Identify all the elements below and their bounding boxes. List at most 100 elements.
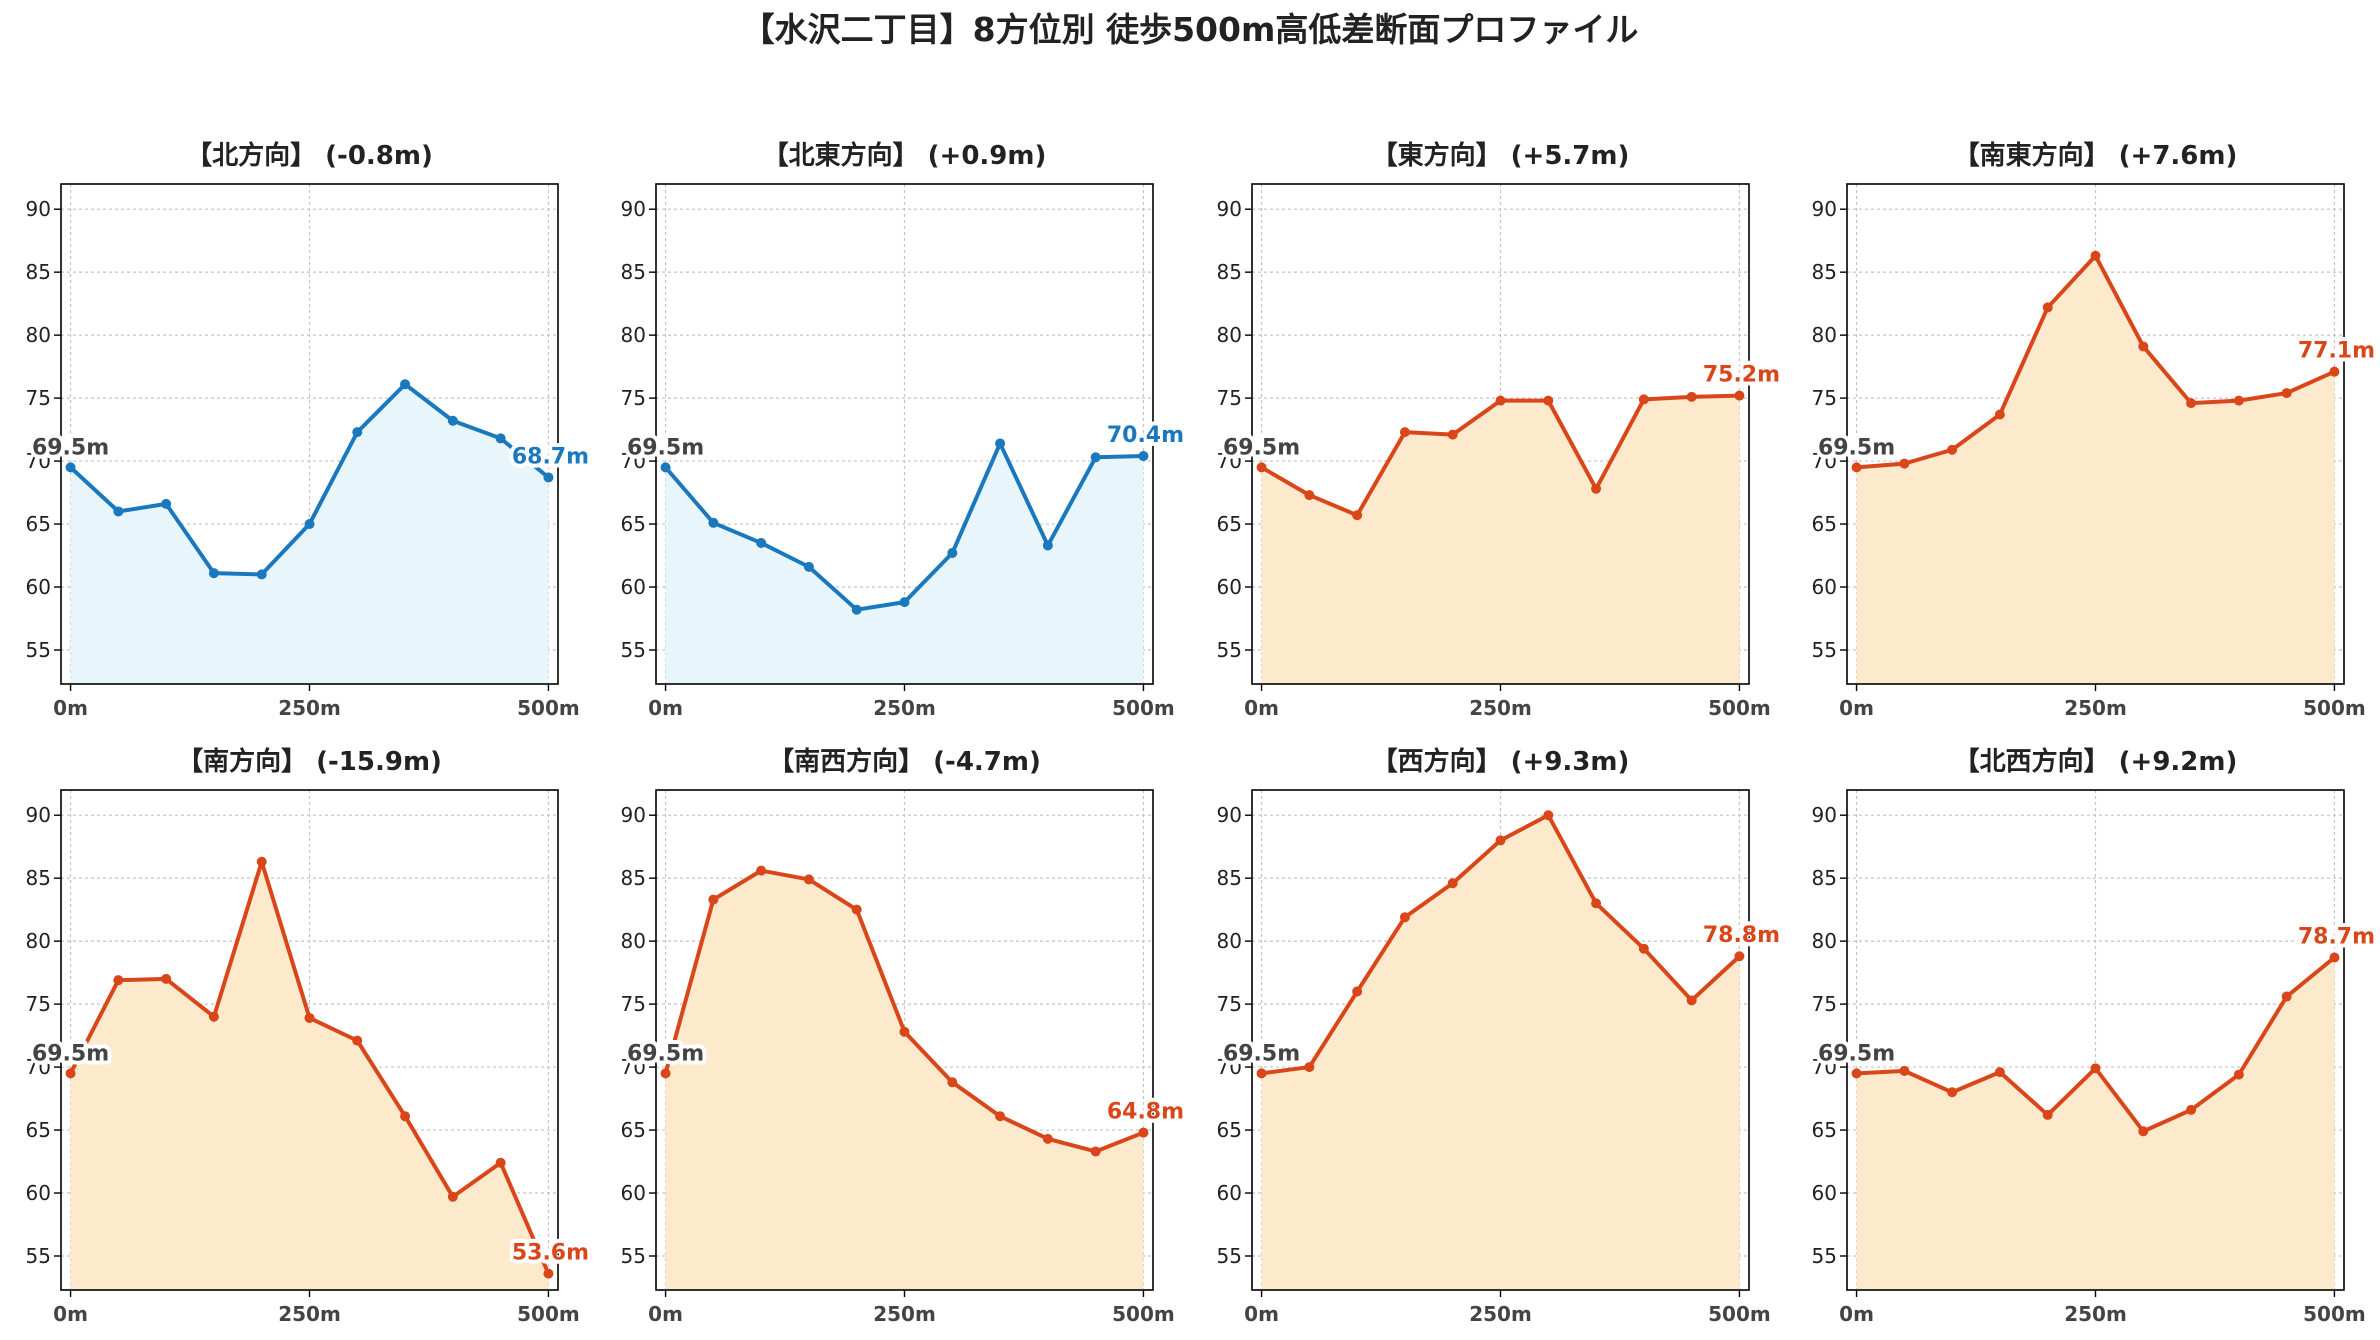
x-tick-label: 250m (873, 696, 936, 720)
data-point (1042, 540, 1053, 551)
data-point (1994, 409, 2005, 420)
y-tick-label: 90 (621, 197, 646, 221)
x-tick-label: 250m (1469, 696, 1532, 720)
data-point (113, 975, 124, 986)
data-point (447, 1191, 458, 1202)
area-fill (1261, 395, 1740, 684)
data-point (708, 517, 719, 528)
y-tick-label: 65 (1812, 1118, 1837, 1142)
data-point (304, 519, 315, 530)
data-point (495, 1157, 506, 1168)
data-point (2281, 991, 2292, 1002)
data-point (899, 1026, 910, 1037)
data-point (851, 904, 862, 915)
y-tick-label: 70 (621, 449, 646, 473)
start-value-label: 69.5m (1223, 435, 1300, 460)
data-point (1994, 1067, 2005, 1078)
data-point (2090, 1063, 2101, 1074)
data-point (2186, 398, 2197, 409)
y-tick-label: 85 (621, 866, 646, 890)
chart-title: 【西方向】 (+9.3m) (1372, 746, 1630, 777)
y-tick-label: 75 (1812, 386, 1837, 410)
y-tick-label: 90 (1217, 197, 1242, 221)
x-tick-label: 250m (2064, 696, 2127, 720)
area-fill (70, 384, 549, 684)
data-point (2042, 1109, 2053, 1120)
data-point (1638, 394, 1649, 405)
area-fill (70, 861, 549, 1290)
chart-panel: 【東方向】 (+5.7m) 55 60 65 70 75 80 85 90 0m 250m 500m 6… (1217, 140, 1785, 720)
area-fill (665, 443, 1144, 684)
y-tick-label: 55 (1217, 638, 1242, 662)
y-tick-label: 70 (1217, 1055, 1242, 1079)
area-fill (1856, 957, 2335, 1290)
data-point (1899, 458, 1910, 469)
x-tick-label: 250m (2064, 1302, 2127, 1326)
data-point (256, 569, 267, 580)
chart-panel: 【南西方向】 (-4.7m) 55 60 65 70 75 80 85 90 0m 250m 500m… (621, 746, 1189, 1326)
data-point (1851, 462, 1862, 473)
data-point (161, 973, 172, 984)
x-tick-label: 0m (53, 696, 88, 720)
y-tick-label: 75 (1217, 992, 1242, 1016)
data-point (1899, 1065, 1910, 1076)
data-point (208, 1011, 219, 1022)
data-point (1495, 395, 1506, 406)
y-tick-label: 75 (621, 992, 646, 1016)
end-value-label: 78.8m (1703, 923, 1780, 948)
data-point (2329, 952, 2340, 963)
y-tick-label: 70 (1812, 449, 1837, 473)
x-tick-label: 500m (2303, 696, 2366, 720)
y-tick-label: 70 (1217, 449, 1242, 473)
y-tick-label: 55 (1812, 638, 1837, 662)
data-point (2233, 1069, 2244, 1080)
data-point (1543, 810, 1554, 821)
end-value-label: 70.4m (1107, 423, 1184, 448)
start-value-label: 69.5m (1818, 435, 1895, 460)
y-tick-label: 75 (1812, 992, 1837, 1016)
x-tick-label: 250m (278, 1302, 341, 1326)
data-point (2138, 341, 2149, 352)
chart-title: 【北方向】 (-0.8m) (186, 140, 433, 171)
data-point (1256, 1068, 1267, 1079)
data-point (947, 548, 958, 559)
data-point (495, 433, 506, 444)
x-tick-label: 500m (1708, 1302, 1771, 1326)
data-point (1543, 395, 1554, 406)
data-point (995, 1111, 1006, 1122)
data-point (543, 472, 554, 483)
y-tick-label: 85 (621, 260, 646, 284)
data-point (1042, 1133, 1053, 1144)
data-point (1495, 835, 1506, 846)
chart-title: 【北西方向】 (+9.2m) (1954, 746, 2238, 777)
x-tick-label: 250m (1469, 1302, 1532, 1326)
data-point (1352, 986, 1363, 997)
data-point (1399, 912, 1410, 923)
x-tick-label: 500m (517, 696, 580, 720)
x-tick-label: 0m (1839, 696, 1874, 720)
data-point (708, 894, 719, 905)
y-tick-label: 60 (621, 575, 646, 599)
data-point (660, 1068, 671, 1079)
y-tick-label: 90 (1812, 803, 1837, 827)
x-tick-label: 0m (1244, 1302, 1279, 1326)
y-tick-label: 65 (1812, 512, 1837, 536)
data-point (756, 537, 767, 548)
y-tick-label: 70 (1812, 1055, 1837, 1079)
data-point (947, 1077, 958, 1088)
y-tick-label: 65 (1217, 512, 1242, 536)
y-tick-label: 65 (1217, 1118, 1242, 1142)
data-point (1947, 1087, 1958, 1098)
y-tick-label: 80 (621, 929, 646, 953)
y-tick-label: 75 (1217, 386, 1242, 410)
y-tick-label: 85 (26, 260, 51, 284)
y-tick-label: 80 (1812, 323, 1837, 347)
start-value-label: 69.5m (627, 1041, 704, 1066)
y-tick-label: 70 (621, 1055, 646, 1079)
data-point (208, 568, 219, 579)
y-tick-label: 85 (1217, 260, 1242, 284)
data-point (1734, 951, 1745, 962)
y-tick-label: 65 (26, 512, 51, 536)
area-fill (1261, 815, 1740, 1290)
data-point (1399, 427, 1410, 438)
